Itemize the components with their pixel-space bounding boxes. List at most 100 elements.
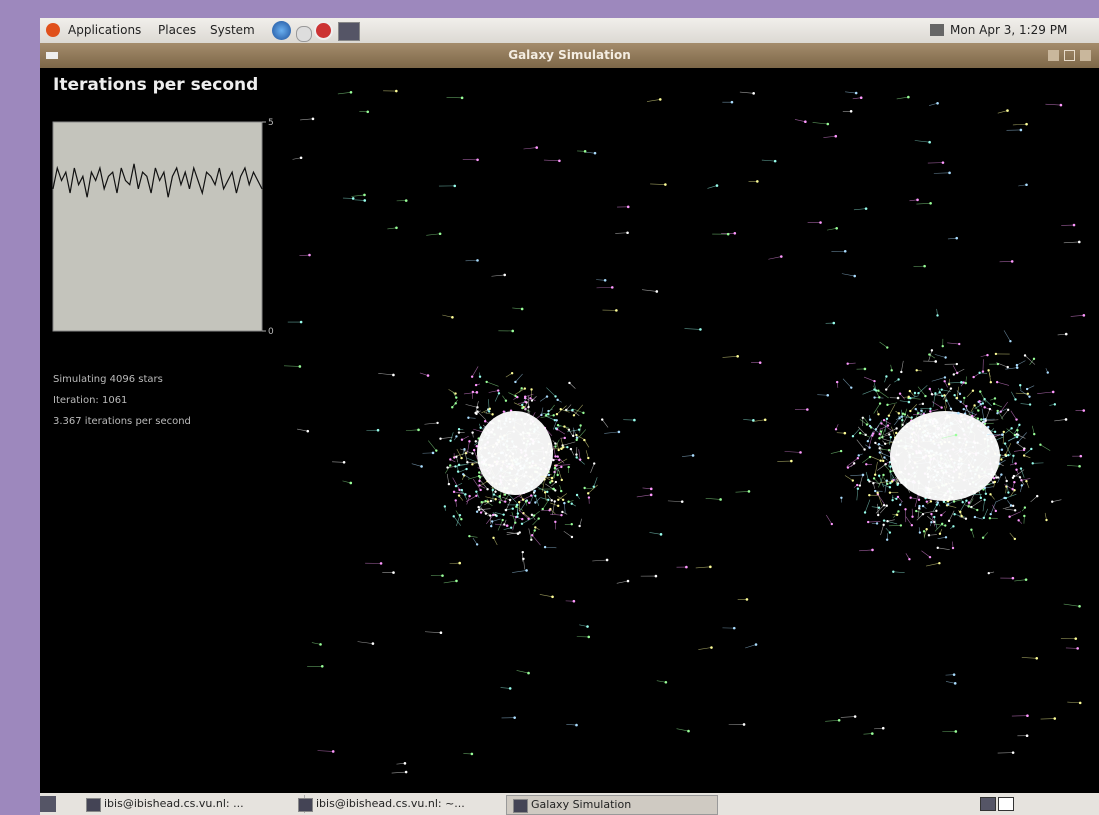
star (1018, 424, 1020, 426)
star (856, 484, 858, 486)
star (883, 456, 885, 458)
star (857, 488, 859, 490)
task-item[interactable]: ibis@ibishead.cs.vu.nl: ... (80, 795, 305, 813)
help-launcher[interactable] (314, 21, 333, 40)
star (427, 374, 430, 377)
volume-icon[interactable] (930, 24, 944, 36)
star-trail (684, 329, 700, 330)
terminal-launcher[interactable] (338, 22, 360, 41)
star-trail (889, 404, 895, 415)
star (929, 410, 931, 412)
launcher[interactable] (296, 26, 312, 42)
star (958, 343, 960, 345)
star-trail (563, 442, 576, 446)
star (494, 514, 496, 516)
workspace-1[interactable] (980, 797, 996, 811)
star (987, 369, 989, 371)
star (1019, 384, 1021, 386)
star (988, 572, 990, 574)
maximize-button[interactable] (1064, 50, 1075, 61)
star (514, 395, 516, 397)
star (1013, 481, 1015, 483)
task-item[interactable]: ibis@ibishead.cs.vu.nl: ~... (292, 795, 507, 813)
star (1006, 109, 1009, 112)
star (902, 413, 904, 415)
star (604, 279, 607, 282)
star (554, 442, 556, 444)
star (587, 492, 589, 494)
star-trail (642, 290, 657, 292)
star (1008, 516, 1010, 518)
minimize-button[interactable] (1048, 50, 1059, 61)
menu-applications[interactable]: Applications (68, 23, 141, 37)
star (537, 517, 539, 519)
star-trail (841, 717, 855, 718)
star (878, 447, 880, 449)
star-trail (883, 439, 894, 442)
star-trail (1004, 330, 1010, 341)
star (899, 504, 901, 506)
star (564, 437, 566, 439)
star-trail (1018, 432, 1027, 442)
star-trail (1052, 500, 1061, 502)
star (544, 546, 546, 548)
task-item-active[interactable]: Galaxy Simulation (506, 795, 718, 815)
star-trail (813, 122, 828, 124)
star-trail (512, 570, 526, 572)
star-trail (480, 481, 488, 486)
star (551, 595, 554, 598)
star-trail (869, 436, 873, 449)
star (458, 464, 460, 466)
star-trail (890, 467, 891, 481)
clock[interactable]: Mon Apr 3, 1:29 PM (950, 23, 1067, 37)
star (627, 580, 630, 583)
star (840, 450, 842, 452)
star-trail (586, 152, 595, 153)
star-trail (1010, 512, 1021, 517)
star (561, 479, 563, 481)
star (573, 414, 575, 416)
star-trail (989, 373, 991, 383)
star-trail (442, 315, 452, 317)
star (665, 681, 668, 684)
workspace-2[interactable] (998, 797, 1014, 811)
window-menu[interactable] (46, 52, 58, 59)
star (563, 425, 565, 427)
star-trail (865, 500, 870, 513)
menu-system[interactable]: System (210, 23, 255, 37)
menu-places[interactable]: Places (158, 23, 196, 37)
star-trail (946, 681, 955, 683)
show-desktop[interactable] (40, 796, 56, 812)
star (890, 369, 892, 371)
star (455, 485, 457, 487)
close-button[interactable] (1080, 50, 1091, 61)
stat-line: Iteration: 1061 (53, 395, 127, 406)
menu-icon (46, 23, 60, 37)
star (959, 393, 961, 395)
star (1079, 455, 1082, 458)
star (733, 627, 736, 630)
star (878, 507, 880, 509)
star (475, 440, 477, 442)
star (889, 465, 891, 467)
star (883, 519, 885, 521)
star-trail (900, 401, 909, 402)
star (471, 753, 474, 756)
star (455, 435, 457, 437)
star-trail (985, 423, 994, 424)
browser-launcher[interactable] (272, 21, 291, 40)
star-trail (938, 537, 946, 538)
star (1000, 473, 1002, 475)
star-trail (910, 396, 918, 399)
star (876, 522, 878, 524)
star (586, 625, 589, 628)
star (980, 497, 982, 499)
star (505, 400, 507, 402)
star (719, 498, 722, 501)
star-trail (557, 429, 565, 434)
star (900, 371, 902, 373)
star-trail (971, 530, 974, 538)
star (947, 503, 949, 505)
star (831, 523, 833, 525)
star (879, 402, 881, 404)
